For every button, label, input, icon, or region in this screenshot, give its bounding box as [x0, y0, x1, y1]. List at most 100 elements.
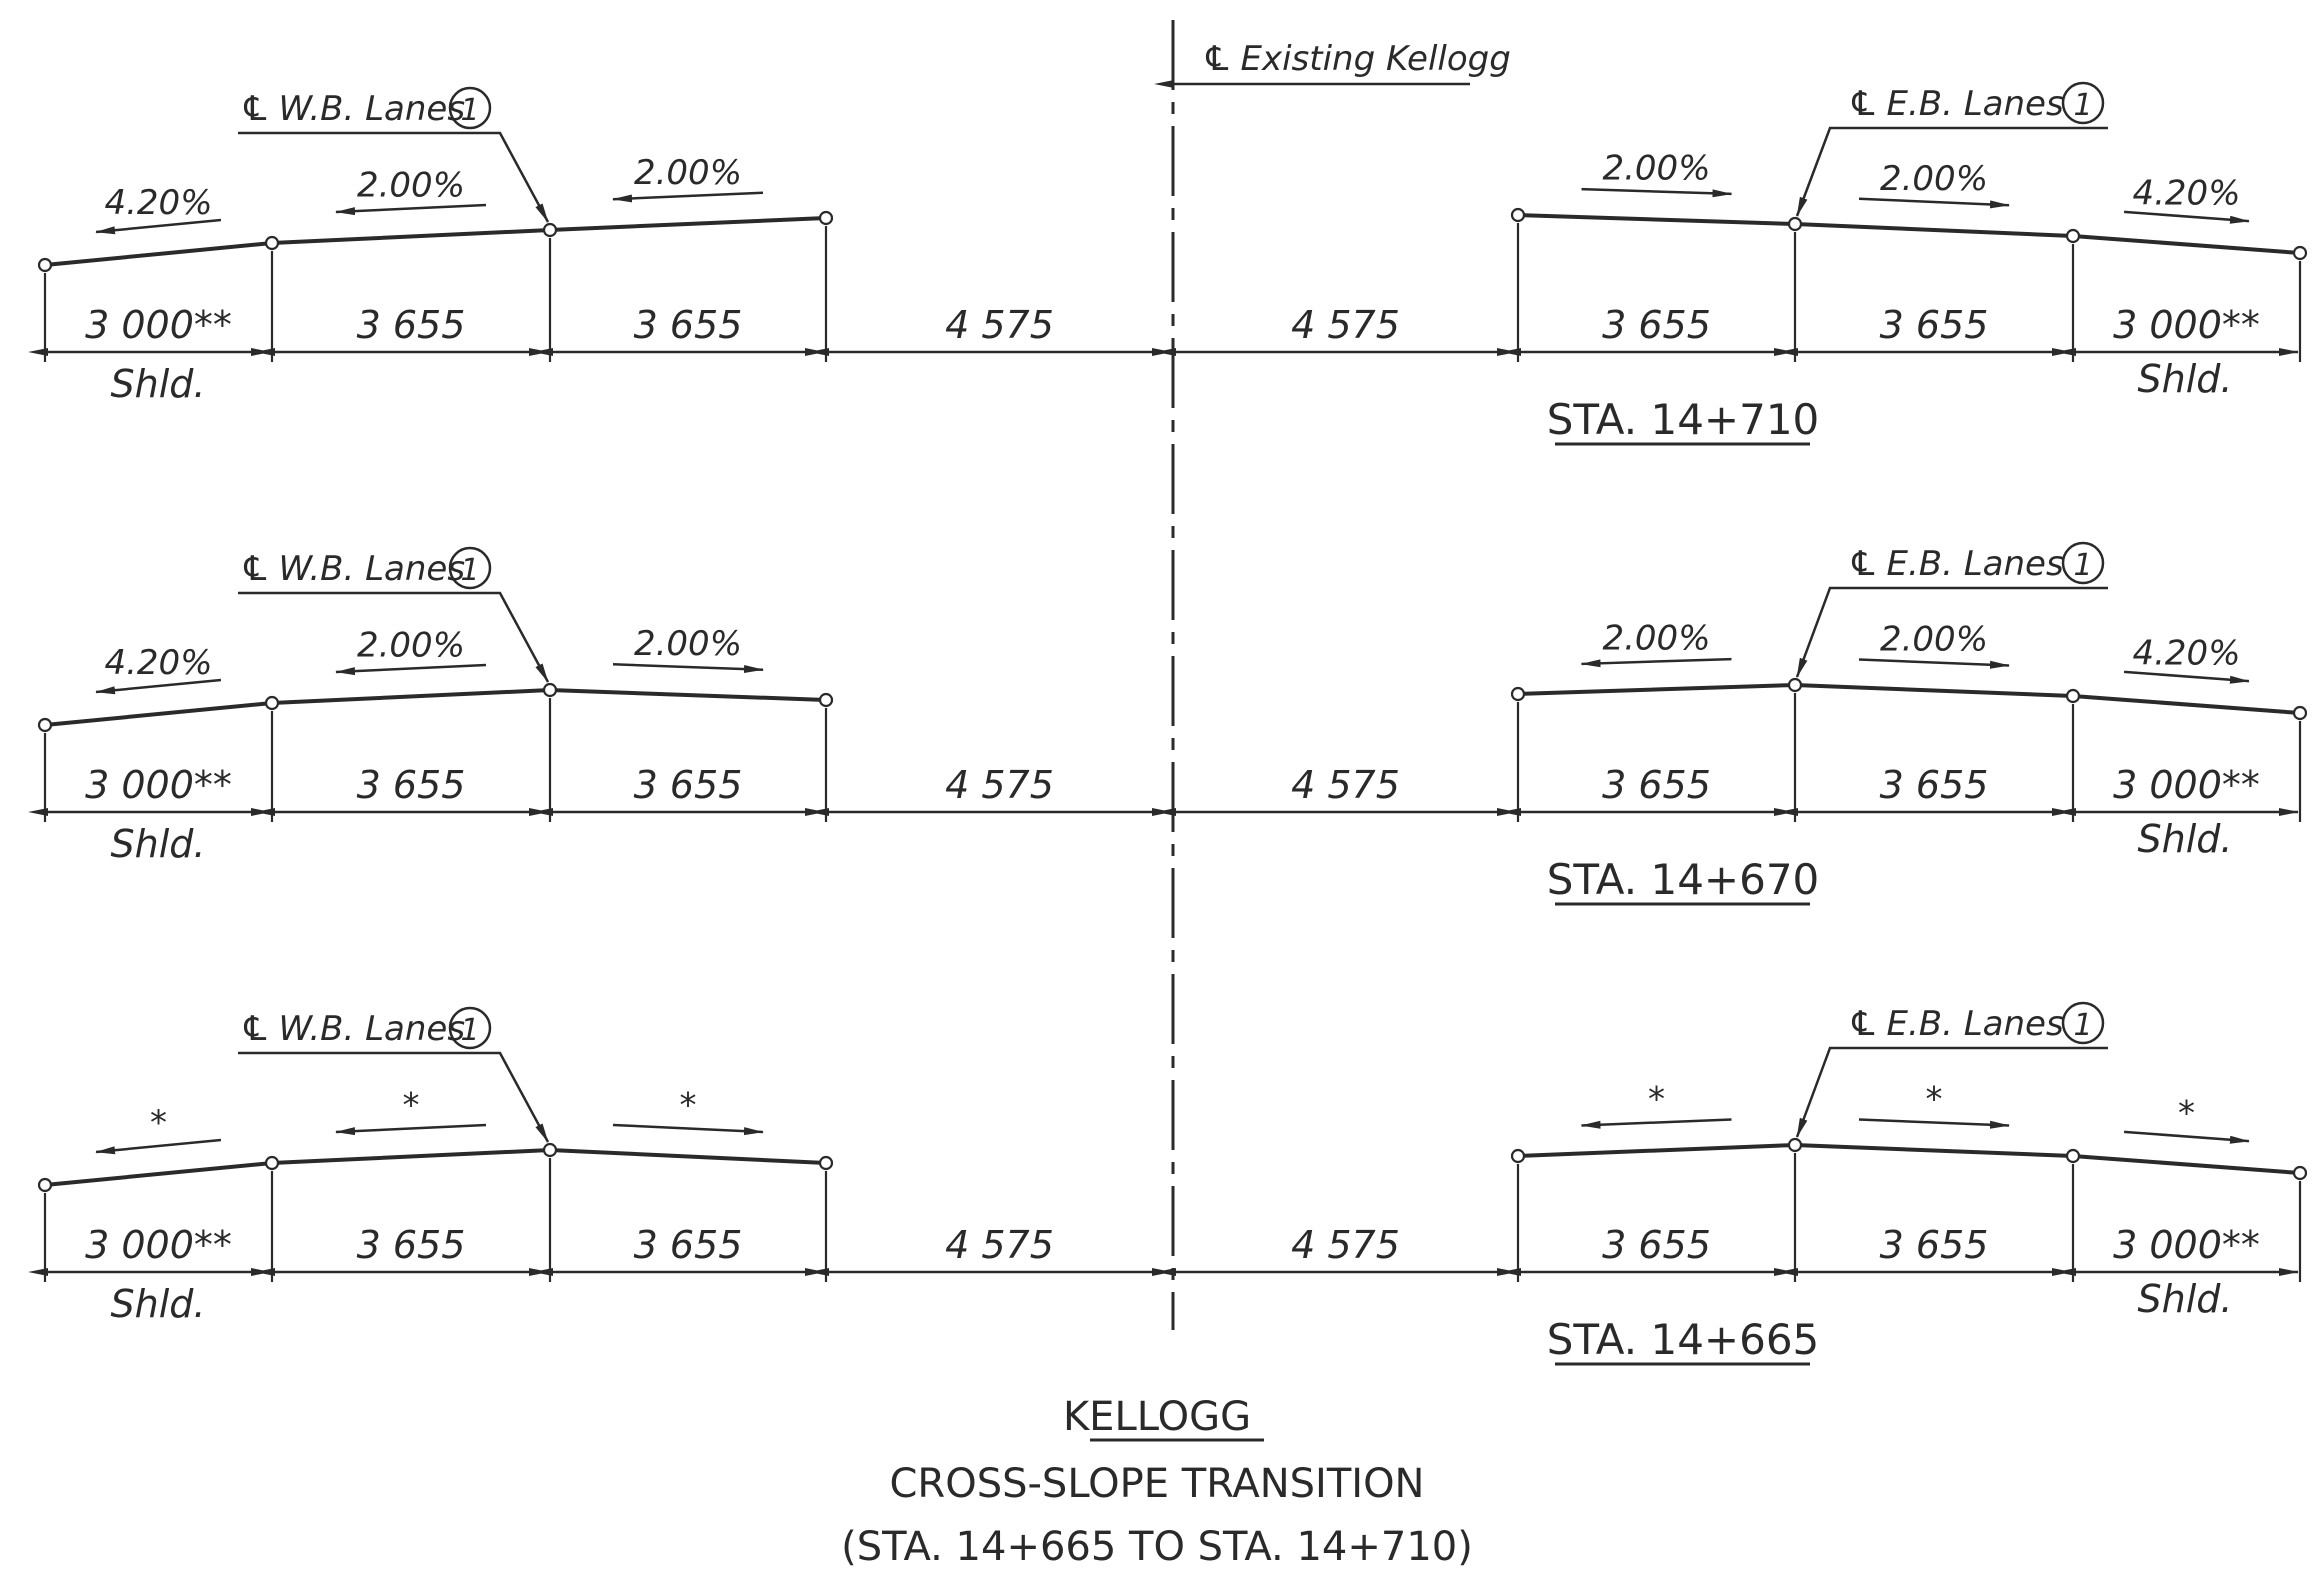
wb-note-circle	[448, 1006, 492, 1050]
eb-shoulder-label: Shld.	[2138, 1277, 2233, 1321]
eb-profile-point	[1510, 1148, 1526, 1164]
wb-lanes-name: W.B. Lanes	[278, 549, 465, 589]
wb-lanes-name: W.B. Lanes	[278, 89, 465, 129]
wb-slope-label: 2.00%	[634, 624, 742, 664]
eb-centerline-leader	[1795, 126, 2108, 217]
wb-slope-arrow	[612, 1123, 764, 1136]
eb-centerline-symbol: ℄	[1848, 1004, 1878, 1044]
wb-note-number: 1	[460, 1013, 479, 1048]
wb-pavement-profile	[44, 1147, 827, 1187]
eb-note-circle	[2061, 541, 2105, 585]
wb-slope-arrow	[612, 191, 764, 203]
wb-centerline-symbol: ℄	[240, 549, 270, 589]
eb-slope-arrow	[1858, 658, 2010, 669]
eb-profile-point	[2292, 705, 2308, 721]
wb-profile-point	[818, 692, 834, 708]
wb-lanes-centerline-label: ℄ W.B. Lanes	[240, 549, 465, 589]
wb-profile-point	[264, 695, 280, 711]
eb-lanes-centerline-label: ℄ E.B. Lanes	[1848, 1004, 2064, 1044]
eb-lanes-centerline-label: ℄ E.B. Lanes	[1848, 544, 2064, 584]
eb-profile-point	[1510, 207, 1526, 223]
wb-shoulder-label: Shld.	[111, 822, 206, 866]
eb-profile-point	[2065, 1148, 2081, 1164]
eb-width-label: 4 575	[1291, 1223, 1400, 1267]
wb-profile-point	[37, 717, 53, 733]
wb-profile-point	[264, 235, 280, 251]
eb-slope-label: 4.20%	[2132, 634, 2240, 674]
eb-width-label: 3 000**	[2113, 763, 2260, 807]
eb-slope-label: *	[2178, 1094, 2195, 1134]
eb-slope-arrow	[2123, 210, 2250, 224]
wb-slope-label: 2.00%	[357, 166, 465, 206]
wb-side: * * * 3 000** 3 655 3 655 4 575 Shld. ℄ W.B. Lane…	[28, 1006, 1172, 1326]
eb-slope-label: 2.00%	[1602, 619, 1710, 659]
eb-slope-arrow	[1858, 197, 2010, 209]
station-label: STA. 14+665	[1547, 1315, 1820, 1364]
wb-slope-label: 4.20%	[104, 183, 212, 223]
wb-note-number: 1	[460, 553, 479, 588]
wb-width-label: 4 575	[945, 303, 1054, 347]
eb-shoulder-label: Shld.	[2138, 357, 2233, 401]
wb-slope-arrow	[335, 1123, 487, 1136]
wb-slope-label: *	[680, 1086, 697, 1126]
eb-lanes-name: E.B. Lanes	[1886, 1004, 2063, 1044]
centerline-symbol: ℄	[1202, 39, 1232, 79]
eb-note-number: 1	[2073, 1008, 2092, 1043]
eb-slope-label: *	[1648, 1080, 1665, 1120]
eb-slope-label: 2.00%	[1880, 620, 1988, 660]
eb-width-label: 3 655	[1602, 1223, 1711, 1267]
cross-sections: 4.20% 2.00% 2.00% 3 000** 3 655 3 655 4 575 Shl…	[28, 81, 2308, 1366]
wb-width-label: 3 655	[357, 303, 466, 347]
wb-width-label: 4 575	[945, 1223, 1054, 1267]
wb-lanes-name: W.B. Lanes	[278, 1009, 465, 1049]
wb-pavement-profile	[44, 216, 827, 267]
wb-slope-label: 4.20%	[104, 643, 212, 683]
eb-side: * * * 4 575 3 655 3 655 3 000** Shld. ℄ E.B. Lane…	[1156, 1001, 2308, 1321]
wb-centerline-symbol: ℄	[240, 89, 270, 129]
wb-profile-point	[37, 257, 53, 273]
eb-width-label: 3 000**	[2113, 1223, 2260, 1267]
eb-profile-point	[1787, 1137, 1803, 1153]
eb-side: 2.00% 2.00% 4.20% 4 575 3 655 3 655 3 000** Shl…	[1156, 541, 2308, 861]
eb-width-label: 3 655	[1880, 303, 1989, 347]
eb-centerline-symbol: ℄	[1848, 544, 1878, 584]
eb-profile-point	[2292, 245, 2308, 261]
eb-note-circle	[2061, 1001, 2105, 1045]
eb-profile-point	[2292, 1165, 2308, 1181]
wb-slope-arrow	[612, 663, 764, 674]
station-label: STA. 14+710	[1547, 395, 1820, 444]
eb-slope-arrow	[2123, 1130, 2250, 1144]
wb-slope-label: 2.00%	[634, 153, 742, 193]
wb-width-label: 3 000**	[85, 1223, 232, 1267]
drawing-station-range: (STA. 14+665 TO STA. 14+710)	[841, 1524, 1473, 1570]
wb-width-label: 3 655	[357, 763, 466, 807]
wb-slope-arrow	[335, 203, 487, 216]
wb-profile-point	[542, 682, 558, 698]
wb-centerline-leader	[238, 131, 550, 223]
eb-width-label: 3 655	[1880, 1223, 1989, 1267]
wb-width-label: 3 655	[634, 303, 743, 347]
wb-lanes-centerline-label: ℄ W.B. Lanes	[240, 1009, 465, 1049]
eb-slope-arrow	[1580, 1118, 1732, 1129]
eb-note-number: 1	[2073, 88, 2092, 123]
eb-centerline-leader	[1795, 586, 2108, 678]
eb-width-label: 3 655	[1880, 763, 1989, 807]
wb-note-circle	[448, 86, 492, 130]
wb-pavement-profile	[44, 687, 827, 727]
eb-profile-point	[2065, 688, 2081, 704]
eb-width-label: 3 655	[1602, 303, 1711, 347]
wb-slope-arrow	[335, 663, 487, 676]
eb-profile-point	[2065, 228, 2081, 244]
wb-width-label: 4 575	[945, 763, 1054, 807]
eb-lanes-name: E.B. Lanes	[1886, 544, 2063, 584]
wb-shoulder-label: Shld.	[111, 1282, 206, 1326]
wb-profile-point	[542, 222, 558, 238]
eb-slope-label: 2.00%	[1880, 159, 1988, 199]
eb-width-label: 3 000**	[2113, 303, 2260, 347]
wb-slope-label: *	[150, 1103, 167, 1143]
eb-note-number: 1	[2073, 548, 2092, 583]
drawing-title: KELLOGG	[1063, 1394, 1251, 1440]
wb-profile-point	[264, 1155, 280, 1171]
wb-centerline-symbol: ℄	[240, 1009, 270, 1049]
wb-width-label: 3 655	[634, 763, 743, 807]
